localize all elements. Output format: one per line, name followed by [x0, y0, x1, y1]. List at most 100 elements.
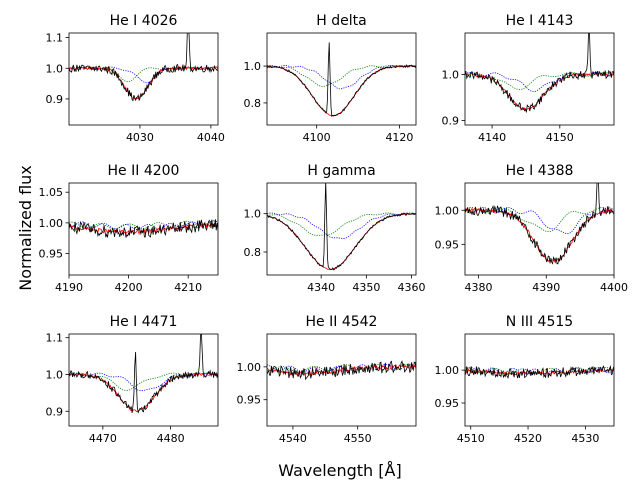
panel-title: H gamma	[307, 163, 375, 179]
plot-area	[267, 360, 416, 381]
series-component-2	[267, 363, 416, 373]
panel-title: He I 4143	[506, 13, 574, 29]
axes-frame	[266, 182, 417, 276]
panel-4: He II 4200 4190 4200 4210 0.95 1.00 1.05	[39, 163, 219, 294]
y-tick-label: 0.95	[435, 238, 460, 251]
panel-title: He II 4542	[306, 314, 378, 330]
y-tick-label: 0.8	[244, 97, 262, 110]
plot-area	[69, 33, 218, 102]
x-tick-label: 4510	[457, 432, 485, 445]
y-tick-label: 1.0	[244, 60, 262, 73]
y-tick-label: 1.0	[442, 68, 460, 81]
x-tick-label: 4200	[115, 281, 143, 294]
y-tick-label: 1.00	[237, 361, 262, 374]
axes-frame	[464, 32, 615, 126]
axes-frame	[464, 333, 615, 427]
y-tick-label: 1.1	[46, 332, 64, 345]
series-component-1	[267, 212, 416, 239]
axes-frame	[266, 333, 417, 427]
series-component-1	[267, 64, 416, 90]
panel-title: He I 4388	[506, 163, 574, 179]
x-tick-label: 4340	[307, 281, 335, 294]
x-tick-label: 4550	[344, 432, 372, 445]
panel-5: H gamma 4340 4350 4360 0.8 1.0	[244, 163, 426, 294]
x-tick-label: 4360	[397, 281, 425, 294]
axes-frame	[464, 182, 615, 276]
series-component-2	[69, 372, 218, 391]
series-model	[69, 372, 218, 413]
series-observed	[69, 334, 218, 414]
panel-1: He I 4026 4030 4040 0.9 1.0 1.1	[46, 13, 225, 144]
y-tick-label: 1.00	[39, 217, 64, 230]
y-tick-label: 1.00	[435, 364, 460, 377]
plot-area	[465, 183, 614, 265]
x-tick-label: 4120	[385, 131, 413, 144]
axes-frame	[68, 333, 219, 427]
series-component-2	[465, 72, 614, 90]
y-tick-label: 1.1	[46, 32, 64, 45]
x-tick-label: 4400	[600, 281, 628, 294]
panel-title: He I 4026	[110, 13, 178, 29]
series-observed	[465, 365, 614, 379]
series-model	[267, 213, 416, 270]
series-observed	[465, 33, 614, 113]
panel-title: H delta	[316, 13, 366, 29]
series-component-1	[69, 220, 218, 230]
y-tick-label: 1.0	[46, 62, 64, 75]
plot-area	[69, 334, 218, 414]
series-observed	[267, 42, 416, 118]
y-tick-label: 1.00	[435, 204, 460, 217]
series-model	[267, 65, 416, 117]
panel-3: He I 4143 4140 4150 0.9 1.0	[442, 13, 615, 144]
x-tick-label: 4480	[157, 432, 185, 445]
series-model	[267, 363, 416, 377]
panel-title: He II 4200	[108, 163, 180, 179]
axes-frame	[68, 182, 219, 276]
x-tick-label: 4350	[352, 281, 380, 294]
plot-area	[465, 33, 614, 113]
x-axis-label: Wavelength [Å]	[278, 461, 401, 480]
y-tick-label: 1.0	[46, 368, 64, 381]
series-observed	[267, 360, 416, 381]
plot-area	[267, 42, 416, 118]
series-component-2	[267, 212, 416, 236]
plot-area	[267, 183, 416, 271]
x-tick-label: 4380	[465, 281, 493, 294]
plot-area	[465, 365, 614, 379]
x-tick-label: 4530	[571, 432, 599, 445]
x-tick-label: 4040	[197, 131, 225, 144]
panel-6: He I 4388 4380 4390 4400 0.95 1.00	[435, 163, 629, 294]
y-tick-label: 0.95	[435, 397, 460, 410]
plot-area	[69, 219, 218, 239]
x-tick-label: 4520	[514, 432, 542, 445]
y-tick-label: 0.9	[46, 93, 64, 106]
x-tick-label: 4030	[126, 131, 154, 144]
panel-8: He II 4542 4540 4550 0.95 1.00	[237, 314, 417, 445]
axes-frame	[266, 32, 417, 126]
series-observed	[465, 183, 614, 265]
x-tick-label: 4190	[55, 281, 83, 294]
panels: He I 4026 4030 4040 0.9 1.0 1.1 H delta 4100 412…	[39, 13, 629, 445]
x-tick-label: 4210	[174, 281, 202, 294]
x-tick-label: 4470	[89, 432, 117, 445]
y-tick-label: 0.95	[237, 394, 262, 407]
series-model	[69, 65, 218, 101]
panel-title: N III 4515	[506, 314, 573, 330]
series-component-2	[465, 207, 614, 233]
y-tick-label: 1.0	[244, 208, 262, 221]
y-tick-label: 0.9	[46, 405, 64, 418]
y-tick-label: 0.95	[39, 248, 64, 261]
panel-9: N III 4515 4510 4520 4530 0.95 1.00	[435, 314, 615, 445]
series-observed	[267, 183, 416, 271]
axes-frame	[68, 32, 219, 126]
y-tick-label: 0.8	[244, 246, 262, 259]
panel-2: H delta 4100 4120 0.8 1.0	[244, 13, 417, 144]
x-tick-label: 4150	[546, 131, 574, 144]
x-tick-label: 4100	[303, 131, 331, 144]
series-model	[465, 207, 614, 264]
panel-title: He I 4471	[110, 314, 178, 330]
y-tick-label: 1.05	[39, 186, 64, 199]
x-tick-label: 4540	[279, 432, 307, 445]
x-tick-label: 4390	[532, 281, 560, 294]
